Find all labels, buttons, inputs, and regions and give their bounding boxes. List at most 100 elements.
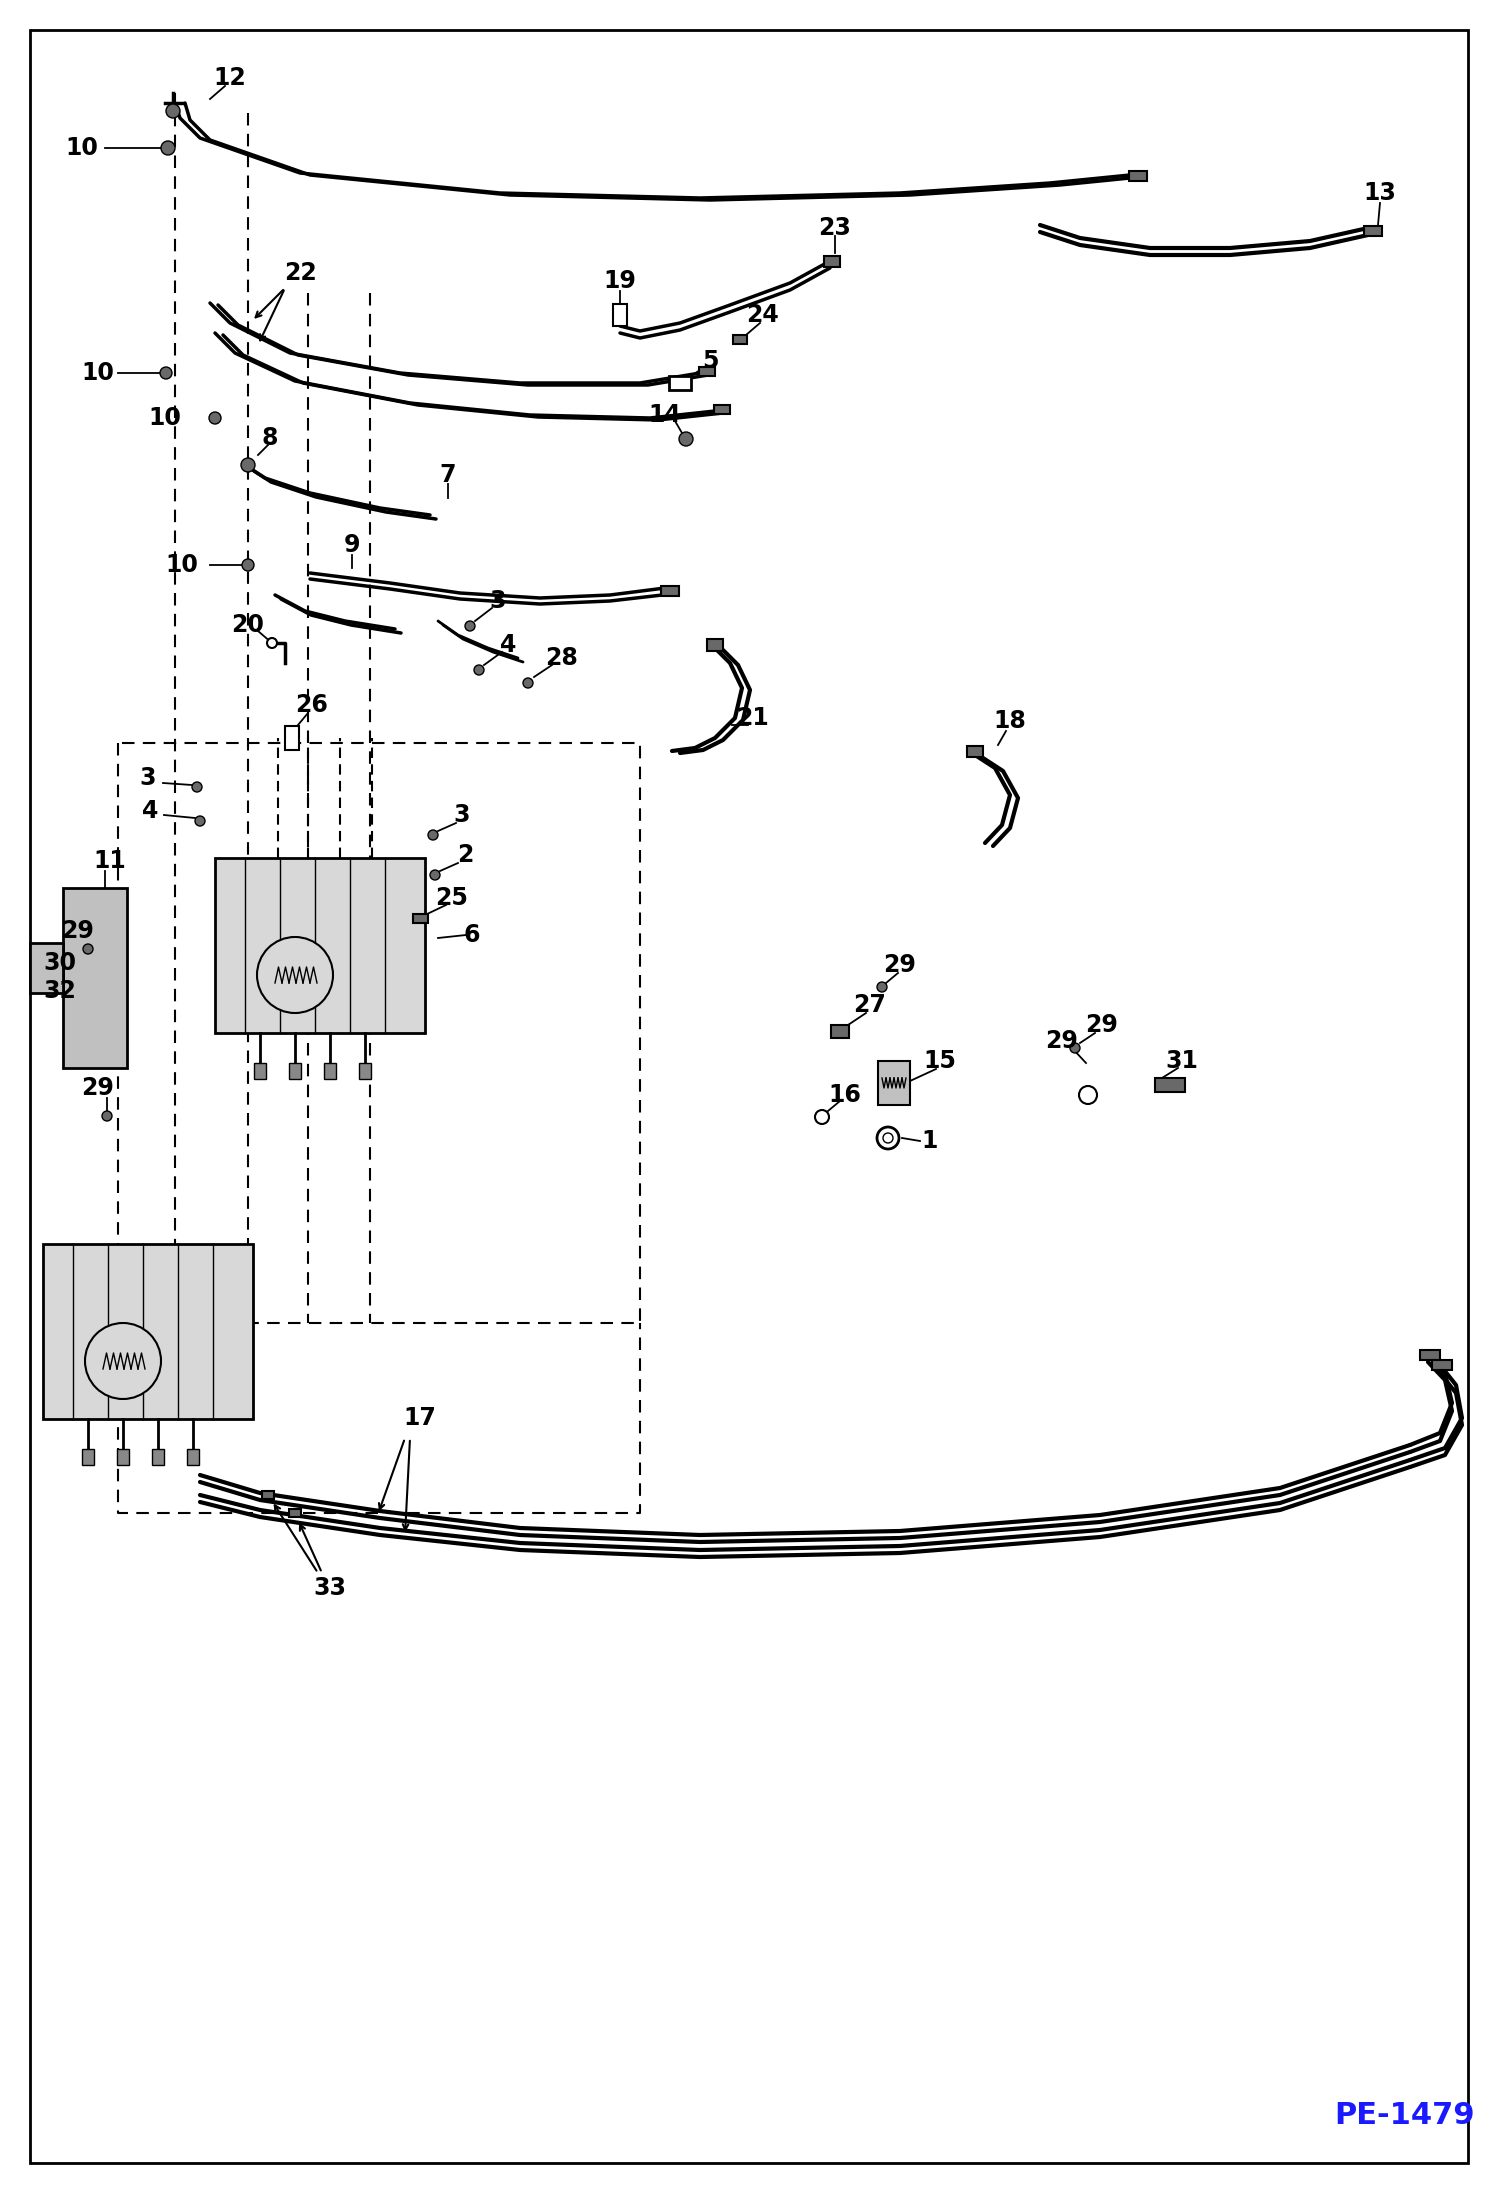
Bar bbox=[715, 404, 730, 414]
Text: 10: 10 bbox=[81, 362, 114, 386]
Text: 21: 21 bbox=[736, 706, 768, 730]
Bar bbox=[700, 366, 715, 375]
Circle shape bbox=[473, 664, 484, 675]
Bar bbox=[661, 586, 679, 596]
Bar bbox=[151, 1450, 163, 1465]
Bar bbox=[613, 305, 628, 327]
Bar bbox=[360, 1061, 372, 1079]
Bar bbox=[1420, 1351, 1440, 1360]
Bar bbox=[824, 257, 840, 268]
Text: 4: 4 bbox=[500, 634, 517, 658]
Text: 16: 16 bbox=[828, 1083, 861, 1107]
Circle shape bbox=[464, 621, 475, 632]
Bar bbox=[324, 1061, 336, 1079]
Text: 3: 3 bbox=[454, 803, 470, 827]
Text: 32: 32 bbox=[43, 978, 76, 1002]
Text: 15: 15 bbox=[924, 1048, 956, 1072]
Text: 23: 23 bbox=[818, 215, 851, 239]
Bar bbox=[1155, 1079, 1185, 1092]
Text: 28: 28 bbox=[545, 647, 578, 671]
Text: 10: 10 bbox=[66, 136, 99, 160]
Text: 27: 27 bbox=[854, 993, 887, 1018]
Bar bbox=[289, 1061, 301, 1079]
Bar bbox=[1129, 171, 1147, 182]
Text: 11: 11 bbox=[93, 849, 126, 873]
Circle shape bbox=[1079, 1086, 1097, 1103]
Text: 3: 3 bbox=[139, 765, 156, 789]
Bar bbox=[1365, 226, 1383, 237]
Polygon shape bbox=[878, 1061, 909, 1105]
Circle shape bbox=[160, 140, 175, 156]
Text: 31: 31 bbox=[1165, 1048, 1198, 1072]
Circle shape bbox=[430, 871, 440, 879]
Circle shape bbox=[241, 458, 255, 471]
Bar bbox=[82, 1450, 94, 1465]
Text: 3: 3 bbox=[490, 590, 506, 614]
Text: 10: 10 bbox=[148, 406, 181, 430]
Text: 5: 5 bbox=[701, 349, 718, 373]
Circle shape bbox=[815, 1110, 828, 1125]
Circle shape bbox=[85, 1322, 160, 1399]
Text: 17: 17 bbox=[403, 1406, 436, 1430]
Bar bbox=[285, 726, 300, 750]
Polygon shape bbox=[30, 943, 63, 993]
Bar bbox=[262, 1491, 274, 1500]
Text: 19: 19 bbox=[604, 270, 637, 294]
Circle shape bbox=[428, 829, 437, 840]
Bar bbox=[117, 1450, 129, 1465]
Text: 7: 7 bbox=[440, 463, 457, 487]
Text: 20: 20 bbox=[232, 614, 265, 636]
Text: 13: 13 bbox=[1363, 182, 1396, 204]
Text: 29: 29 bbox=[884, 954, 917, 978]
Text: 26: 26 bbox=[295, 693, 328, 717]
Bar bbox=[968, 746, 983, 757]
Text: 24: 24 bbox=[746, 303, 779, 327]
Text: 29: 29 bbox=[81, 1077, 114, 1101]
Bar bbox=[255, 1061, 267, 1079]
Text: 22: 22 bbox=[283, 261, 316, 285]
Circle shape bbox=[166, 103, 180, 118]
Text: 33: 33 bbox=[313, 1577, 346, 1601]
Circle shape bbox=[258, 936, 333, 1013]
Circle shape bbox=[102, 1112, 112, 1121]
Text: PE-1479: PE-1479 bbox=[1335, 2101, 1476, 2129]
Circle shape bbox=[195, 816, 205, 827]
Circle shape bbox=[210, 412, 222, 423]
Bar bbox=[670, 375, 691, 390]
Text: 30: 30 bbox=[43, 952, 76, 976]
Text: 18: 18 bbox=[993, 708, 1026, 732]
Circle shape bbox=[192, 783, 202, 792]
Bar bbox=[412, 914, 427, 923]
Polygon shape bbox=[63, 888, 127, 1068]
Text: 14: 14 bbox=[649, 404, 682, 428]
Text: 8: 8 bbox=[262, 425, 279, 450]
Circle shape bbox=[267, 638, 277, 647]
Text: 4: 4 bbox=[142, 798, 159, 822]
Text: 29: 29 bbox=[1046, 1029, 1079, 1053]
Circle shape bbox=[523, 678, 533, 689]
Bar bbox=[1432, 1360, 1452, 1371]
Bar bbox=[187, 1450, 199, 1465]
Circle shape bbox=[1070, 1044, 1080, 1053]
Bar bbox=[289, 1509, 301, 1518]
Text: 12: 12 bbox=[214, 66, 246, 90]
Bar bbox=[733, 336, 748, 344]
Text: 29: 29 bbox=[61, 919, 94, 943]
Text: 2: 2 bbox=[457, 842, 473, 866]
Text: 9: 9 bbox=[343, 533, 360, 557]
Circle shape bbox=[82, 943, 93, 954]
Bar bbox=[707, 638, 724, 651]
Circle shape bbox=[876, 982, 887, 991]
Circle shape bbox=[876, 1127, 899, 1149]
Text: 25: 25 bbox=[436, 886, 469, 910]
Text: 10: 10 bbox=[166, 553, 198, 577]
Circle shape bbox=[160, 366, 172, 379]
Circle shape bbox=[882, 1134, 893, 1143]
Text: 6: 6 bbox=[464, 923, 481, 947]
Bar bbox=[216, 857, 425, 1033]
Bar bbox=[831, 1024, 849, 1037]
Circle shape bbox=[679, 432, 694, 445]
Text: 1: 1 bbox=[921, 1129, 938, 1154]
Circle shape bbox=[243, 559, 255, 570]
Text: 29: 29 bbox=[1086, 1013, 1119, 1037]
